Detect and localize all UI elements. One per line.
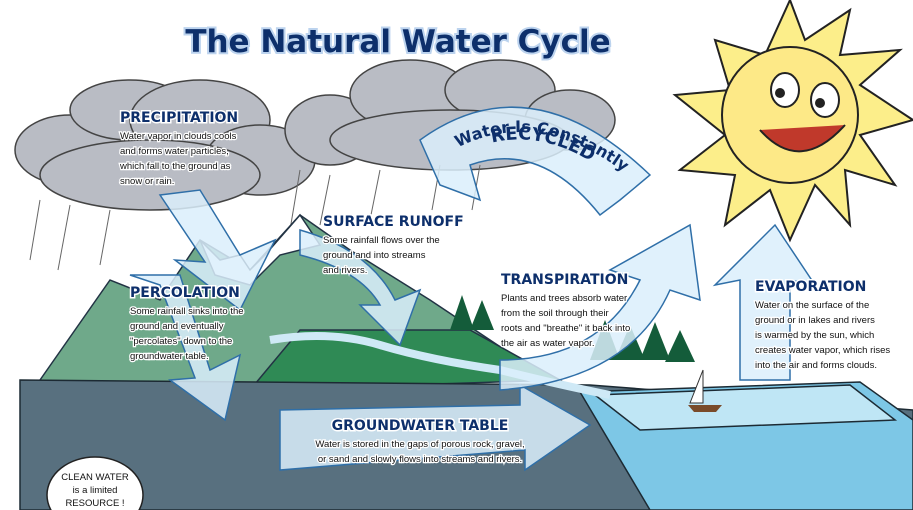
section-body-line: ground and eventually — [130, 321, 224, 332]
section-body-line: Plants and trees absorb water — [501, 293, 627, 304]
section-body-line: and rivers. — [323, 265, 367, 276]
section-heading: GROUNDWATER TABLE — [332, 418, 509, 434]
section-body-line: Some rainfall flows over the — [323, 235, 440, 246]
callout-line: CLEAN WATER — [61, 472, 129, 483]
title: The Natural Water Cycle — [185, 24, 610, 60]
section-heading: TRANSPIRATION — [501, 272, 628, 288]
section-body-line: Some rainfall sinks into the — [130, 306, 244, 317]
section-body-line: roots and "breathe" it back into — [501, 323, 630, 334]
section-body-line: creates water vapor, which rises — [755, 345, 890, 356]
section-body-line: "percolates" down to the — [130, 336, 232, 347]
section-body-line: is warmed by the sun, which — [755, 330, 874, 341]
callout-line: RESOURCE ! — [65, 498, 124, 509]
section-body-line: snow or rain. — [120, 176, 174, 187]
section-body-line: into the air and forms clouds. — [755, 360, 877, 371]
section-heading: PRECIPITATION — [120, 110, 238, 126]
cloud-left — [15, 80, 315, 210]
section-heading: SURFACE RUNOFF — [323, 214, 464, 230]
section-body-line: Water vapor in clouds cools — [120, 131, 237, 142]
section-body-line: from the soil through their — [501, 308, 609, 319]
section-body-line: which fall to the ground as — [119, 161, 231, 172]
section-body-line: ground or in lakes and rivers — [755, 315, 875, 326]
section-body-line: the air as water vapor. — [501, 338, 594, 349]
water-cycle-illustration: Water Is Constantly RECYCLED The Natural… — [0, 0, 913, 510]
section-body-line: ground and into streams — [323, 250, 426, 261]
section-body-line: or sand and slowly flows into streams an… — [318, 454, 522, 465]
section-heading: EVAPORATION — [755, 279, 866, 295]
section-body-line: Water on the surface of the — [755, 300, 869, 311]
sun — [675, 0, 913, 240]
page: {"title": "The Natural Water Cycle", "ba… — [0, 0, 913, 510]
section-body-line: groundwater table. — [130, 351, 209, 362]
section-body-line: Water is stored in the gaps of porous ro… — [315, 439, 524, 450]
section-heading: PERCOLATION — [130, 285, 240, 301]
section-body-line: and forms water particles, — [120, 146, 229, 157]
callout-line: is a limited — [73, 485, 118, 496]
